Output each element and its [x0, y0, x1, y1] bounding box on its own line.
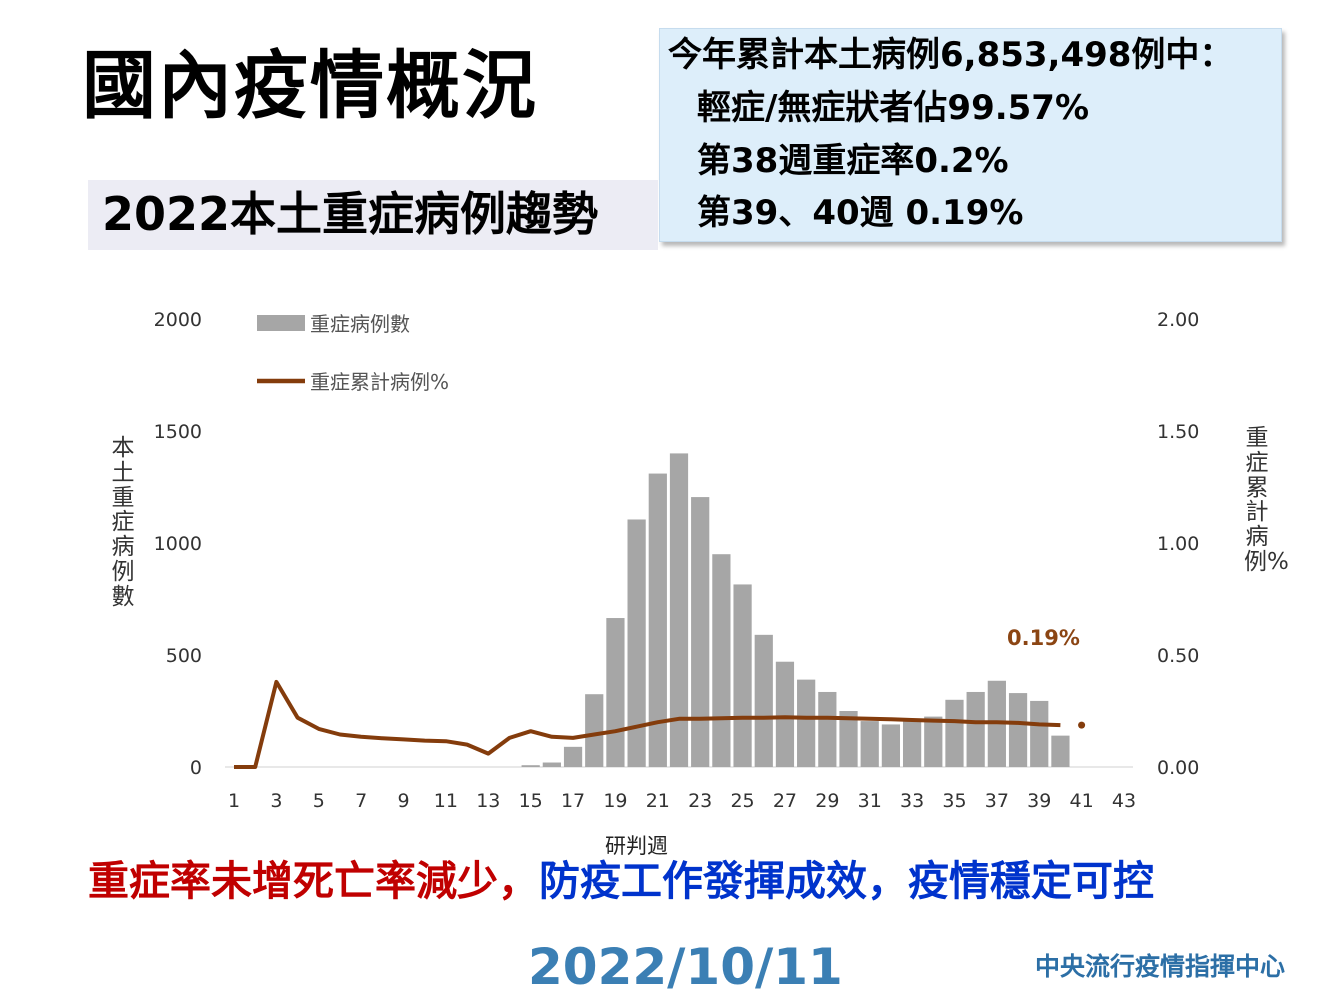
right-axis-ticks: 0.00 0.50 1.00 1.50 2.00 [1157, 309, 1199, 779]
legend-line-label: 重症累計病例% [310, 370, 449, 394]
x-tick-label: 21 [646, 790, 670, 812]
bar-week-24 [712, 554, 731, 767]
x-tick-label: 25 [730, 790, 754, 812]
x-axis-title: 研判週 [605, 834, 668, 858]
bar-series [521, 453, 1070, 767]
bar-week-39 [1030, 700, 1049, 767]
summary-line-week38: 第38週重症率0.2% [697, 141, 1009, 181]
bar-week-25 [733, 584, 752, 767]
x-tick-label: 11 [434, 790, 458, 812]
conclusion-blue-part: 防疫工作發揮成效，疫情穩定可控 [539, 857, 1154, 905]
bar-week-16 [542, 762, 561, 767]
left-tick-label: 1000 [154, 533, 202, 555]
x-tick-label: 15 [519, 790, 543, 812]
right-tick-label: 2.00 [1157, 309, 1199, 331]
right-tick-label: 0.00 [1157, 757, 1199, 779]
bar-week-35 [945, 699, 964, 767]
x-tick-label: 5 [313, 790, 325, 812]
bar-week-32 [881, 724, 901, 767]
bar-week-19 [606, 618, 625, 767]
x-tick-label: 13 [476, 790, 500, 812]
right-tick-label: 1.50 [1157, 421, 1199, 443]
x-axis-ticks: 1 3 5 7 9 11 13 15 17 19 21 23 25 27 29 31 33 35 37 39 41 43 [228, 790, 1136, 812]
bar-week-29 [818, 691, 837, 767]
x-tick-label: 23 [688, 790, 712, 812]
line-path [234, 679, 1061, 769]
x-tick-label: 37 [985, 790, 1009, 812]
x-tick-label: 29 [815, 790, 839, 812]
bar-week-20 [627, 519, 646, 767]
x-tick-label: 41 [1070, 790, 1094, 812]
summary-box: 今年累計本土病例6,853,498例中： 輕症/無症狀者佔99.57% 第38週… [659, 28, 1282, 242]
last-value-annotation: 0.19% [1007, 626, 1080, 650]
left-tick-label: 1500 [154, 421, 202, 443]
legend-bar-swatch [257, 315, 305, 331]
bar-week-26 [754, 634, 773, 767]
summary-line-mild: 輕症/無症狀者佔99.57% [697, 88, 1090, 128]
bar-week-33 [902, 721, 922, 767]
summary-line-total: 今年累計本土病例6,853,498例中： [668, 35, 1234, 75]
x-tick-label: 43 [1112, 790, 1136, 812]
x-tick-label: 7 [355, 790, 367, 812]
bar-week-40 [1051, 735, 1070, 767]
x-tick-label: 35 [942, 790, 966, 812]
left-axis-ticks: 0 500 1000 1500 2000 [154, 309, 202, 779]
bar-week-27 [775, 661, 795, 767]
chart-subtitle: 2022本土重症病例趨勢 [102, 187, 599, 241]
left-tick-label: 0 [190, 757, 202, 779]
bar-week-17 [563, 746, 583, 767]
bar-week-30 [839, 711, 858, 767]
last-value-dot [1078, 721, 1086, 729]
left-tick-label: 2000 [154, 309, 202, 331]
x-tick-label: 9 [397, 790, 409, 812]
x-tick-label: 19 [603, 790, 627, 812]
x-tick-label: 17 [561, 790, 585, 812]
x-tick-label: 33 [900, 790, 924, 812]
page-title: 國內疫情概況 [82, 43, 538, 129]
conclusion-message: 重症率未增死亡率減少，防疫工作發揮成效，疫情穩定可控 [88, 857, 1154, 905]
bar-week-23 [691, 497, 710, 767]
x-tick-label: 1 [228, 790, 240, 812]
bar-week-22 [669, 453, 689, 767]
conclusion-red-part: 重症率未增死亡率減少， [88, 857, 539, 905]
bar-week-36 [966, 691, 985, 767]
organization-name: 中央流行疫情指揮中心 [1035, 952, 1286, 981]
left-tick-label: 500 [166, 645, 202, 667]
legend-bar-label: 重症病例數 [310, 312, 410, 336]
subtitle-box [88, 180, 658, 250]
bar-week-38 [1008, 693, 1028, 767]
bar-week-31 [860, 721, 879, 767]
right-tick-label: 0.50 [1157, 645, 1199, 667]
bar-week-34 [924, 716, 943, 767]
report-date: 2022/10/11 [528, 938, 843, 996]
x-tick-label: 39 [1027, 790, 1051, 812]
bar-week-15 [521, 765, 540, 767]
x-tick-label: 31 [858, 790, 882, 812]
right-tick-label: 1.00 [1157, 533, 1199, 555]
line-series [234, 679, 1061, 769]
bar-week-18 [585, 694, 604, 767]
summary-line-week39-40: 第39、40週 0.19% [697, 193, 1024, 233]
left-axis-title: 本土重症病例數 [111, 435, 135, 610]
x-tick-label: 3 [270, 790, 282, 812]
x-tick-label: 27 [773, 790, 797, 812]
bar-week-21 [648, 473, 667, 767]
bar-week-28 [797, 679, 816, 767]
right-axis-title: 重症累計病例% [1244, 425, 1289, 576]
